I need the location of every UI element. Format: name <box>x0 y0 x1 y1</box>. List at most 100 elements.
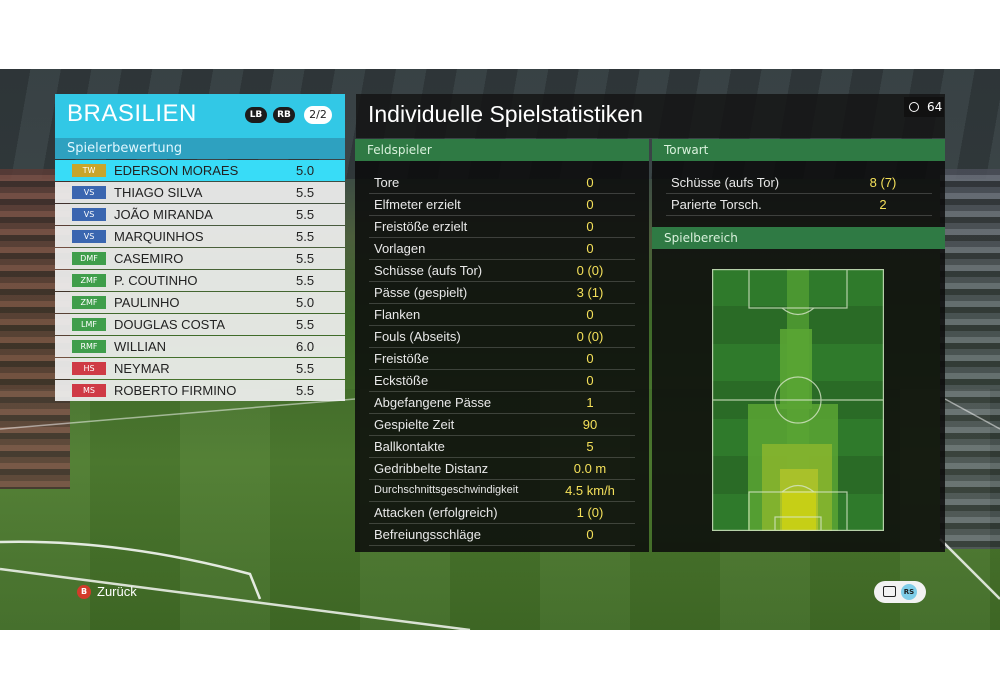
stat-row: Schüsse (aufs Tor) 8 (7) <box>666 172 932 194</box>
stat-value: 0 (0) <box>576 263 604 278</box>
stat-value: 2 <box>879 197 887 212</box>
stat-label: Parierte Torsch. <box>671 197 762 212</box>
player-rating: 5.5 <box>296 229 315 244</box>
rs-chat-button[interactable]: RS <box>874 581 926 603</box>
player-row[interactable]: LMF DOUGLAS COSTA 5.5 <box>55 314 345 335</box>
player-row[interactable]: ZMF P. COUTINHO 5.5 <box>55 270 345 291</box>
stat-row: Schüsse (aufs Tor) 0 (0) <box>369 260 635 282</box>
player-name: WILLIAN <box>114 339 167 354</box>
lb-button[interactable]: LB <box>245 107 267 123</box>
player-row[interactable]: ZMF PAULINHO 5.0 <box>55 292 345 313</box>
player-list: TW EDERSON MORAES 5.0 VS THIAGO SILVA 5.5 VS JO… <box>55 160 345 401</box>
stat-label: Schüsse (aufs Tor) <box>374 263 483 278</box>
stat-row: Freistöße erzielt 0 <box>369 216 635 238</box>
stat-value: 0 <box>586 373 594 388</box>
player-row[interactable]: VS MARQUINHOS 5.5 <box>55 226 345 247</box>
player-rating: 5.0 <box>296 163 315 178</box>
stat-value: 0 <box>586 351 594 366</box>
rs-button-icon: RS <box>901 584 917 600</box>
player-rating: 5.5 <box>296 273 315 288</box>
stat-label: Fouls (Abseits) <box>374 329 461 344</box>
stat-value: 0 <box>586 175 594 190</box>
timer-value: 64 <box>927 100 943 114</box>
player-rating: 5.5 <box>296 185 315 200</box>
goalkeeper-stats-list: Schüsse (aufs Tor) 8 (7) Parierte Torsch. 2 <box>666 172 932 216</box>
player-name: CASEMIRO <box>114 251 184 266</box>
game-screen: BRASILIEN LB RB 2/2 Spielerbewertung TW E… <box>0 69 1000 630</box>
field-player-heading: Feldspieler <box>355 139 649 161</box>
stat-label: Flanken <box>374 307 421 322</box>
stat-label: Gespielte Zeit <box>374 417 455 432</box>
position-badge: ZMF <box>72 274 106 287</box>
player-row[interactable]: VS THIAGO SILVA 5.5 <box>55 182 345 203</box>
stat-value: 0 <box>586 219 594 234</box>
stat-label: Befreiungsschläge <box>374 527 481 542</box>
player-row[interactable]: HS NEYMAR 5.5 <box>55 358 345 379</box>
stat-value: 0 <box>586 527 594 542</box>
field-stats-list: Tore 0 Elfmeter erzielt 0 Freistöße erzielt 0… <box>369 172 635 546</box>
goalkeeper-panel: Torwart Schüsse (aufs Tor) 8 (7) Parierte … <box>652 139 945 227</box>
position-badge: VS <box>72 230 106 243</box>
stat-row: Vorlagen 0 <box>369 238 635 260</box>
stat-value: 3 (1) <box>576 285 604 300</box>
stat-value: 0 <box>586 307 594 322</box>
stat-value: 8 (7) <box>869 175 897 190</box>
play-area-heading: Spielbereich <box>652 227 945 249</box>
position-badge: VS <box>72 186 106 199</box>
stat-value: 1 <box>586 395 594 410</box>
player-rating: 5.5 <box>296 383 315 398</box>
stat-label: Durchschnittsgeschwindigkeit <box>374 484 519 496</box>
player-rating-heading: Spielerbewertung <box>55 138 345 159</box>
stat-label: Attacken (erfolgreich) <box>374 505 498 520</box>
team-name: BRASILIEN <box>67 100 197 127</box>
stat-label: Pässe (gespielt) <box>374 285 468 300</box>
stat-value: 4.5 km/h <box>565 483 615 498</box>
stat-label: Schüsse (aufs Tor) <box>671 175 780 190</box>
player-name: DOUGLAS COSTA <box>114 317 226 332</box>
position-badge: RMF <box>72 340 106 353</box>
stands-right <box>940 169 1000 549</box>
chat-icon <box>883 586 896 597</box>
stat-label: Elfmeter erzielt <box>374 197 461 212</box>
player-name: NEYMAR <box>114 361 170 376</box>
player-row[interactable]: TW EDERSON MORAES 5.0 <box>55 160 345 181</box>
stat-label: Freistöße <box>374 351 429 366</box>
team-panel: BRASILIEN LB RB 2/2 Spielerbewertung TW E… <box>55 94 345 401</box>
stat-row: Elfmeter erzielt 0 <box>369 194 635 216</box>
rb-button[interactable]: RB <box>273 107 295 123</box>
stat-row: Attacken (erfolgreich) 1 (0) <box>369 502 635 524</box>
player-rating: 5.5 <box>296 317 315 332</box>
player-name: MARQUINHOS <box>114 229 204 244</box>
player-row[interactable]: RMF WILLIAN 6.0 <box>55 336 345 357</box>
player-name: JOÃO MIRANDA <box>114 207 213 222</box>
stat-row: Durchschnittsgeschwindigkeit 4.5 km/h <box>369 480 635 502</box>
position-badge: MS <box>72 384 106 397</box>
stat-value: 0 (0) <box>576 329 604 344</box>
position-badge: TW <box>72 164 106 177</box>
back-label: Zurück <box>97 584 137 599</box>
player-row[interactable]: VS JOÃO MIRANDA 5.5 <box>55 204 345 225</box>
stat-value: 0 <box>586 241 594 256</box>
stat-label: Tore <box>374 175 400 190</box>
player-name: THIAGO SILVA <box>114 185 203 200</box>
stat-label: Vorlagen <box>374 241 426 256</box>
clock-icon <box>909 102 919 112</box>
pitch-lines <box>0 398 1000 630</box>
position-badge: HS <box>72 362 106 375</box>
field-player-panel: Feldspieler Tore 0 Elfmeter erzielt 0 Freist… <box>355 139 649 552</box>
player-rating: 5.5 <box>296 251 315 266</box>
position-badge: ZMF <box>72 296 106 309</box>
stat-row: Gespielte Zeit 90 <box>369 414 635 436</box>
player-rating: 5.5 <box>296 207 315 222</box>
play-area-panel: Spielbereich <box>652 227 945 552</box>
stat-value: 5 <box>586 439 594 454</box>
page-indicator: 2/2 <box>304 106 332 124</box>
stat-label: Abgefangene Pässe <box>374 395 492 410</box>
b-button-icon: B <box>77 585 91 599</box>
player-name: EDERSON MORAES <box>114 163 239 178</box>
stat-row: Fouls (Abseits) 0 (0) <box>369 326 635 348</box>
player-row[interactable]: MS ROBERTO FIRMINO 5.5 <box>55 380 345 401</box>
match-timer: 64 <box>904 97 944 117</box>
position-badge: LMF <box>72 318 106 331</box>
player-row[interactable]: DMF CASEMIRO 5.5 <box>55 248 345 269</box>
